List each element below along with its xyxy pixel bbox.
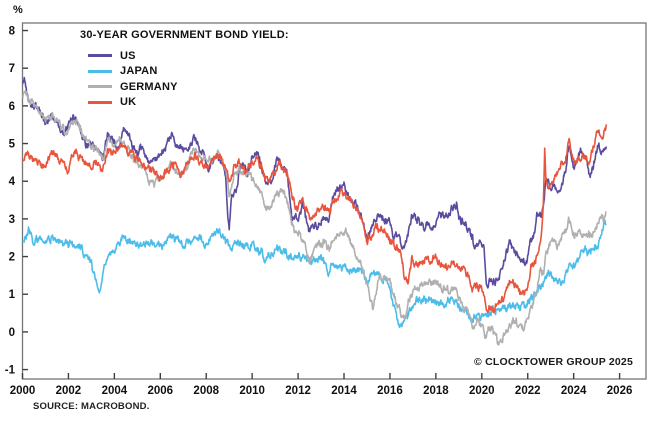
legend-line-swatch-uk-icon <box>88 100 112 104</box>
legend-item-us: US <box>88 48 289 64</box>
x-tick-label: 2026 <box>607 385 633 397</box>
y-tick-label: 6 <box>9 101 15 113</box>
y-tick-label: 8 <box>9 26 16 38</box>
x-tick-label: 2022 <box>515 385 541 397</box>
x-tick-label: 2020 <box>469 385 495 397</box>
x-tick-label: 2000 <box>10 385 36 397</box>
series-line-japan <box>22 219 607 329</box>
source-note: SOURCE: MACROBOND. <box>33 401 150 412</box>
x-tick-label: 2018 <box>423 385 449 397</box>
x-tick-label: 2002 <box>56 385 82 397</box>
x-tick-label: 2004 <box>102 385 128 397</box>
x-tick-label: 2014 <box>331 385 357 397</box>
legend-item-japan: JAPAN <box>88 64 289 80</box>
x-tick-label: 2012 <box>285 385 311 397</box>
y-axis-unit-label: % <box>13 4 23 16</box>
y-tick-label: -1 <box>5 365 16 377</box>
legend-label-japan: JAPAN <box>120 65 158 78</box>
copyright-note: © CLOCKTOWER GROUP 2025 <box>474 356 633 368</box>
legend-label-us: US <box>120 49 136 62</box>
legend-line-swatch-japan-icon <box>88 69 112 73</box>
x-tick-label: 2016 <box>377 385 403 397</box>
y-tick-label: 1 <box>9 289 16 301</box>
chart-title: 30-YEAR GOVERNMENT BOND YIELD: <box>80 29 289 41</box>
legend-items: US JAPAN GERMANY UK <box>88 48 289 110</box>
y-tick-label: 0 <box>9 327 15 339</box>
legend-label-germany: GERMANY <box>120 80 178 93</box>
chart-legend: 30-YEAR GOVERNMENT BOND YIELD: US JAPAN … <box>80 29 289 110</box>
y-tick-label: 2 <box>9 252 15 264</box>
x-tick-label: 2024 <box>561 385 587 397</box>
legend-line-swatch-us-icon <box>88 54 112 58</box>
legend-item-germany: GERMANY <box>88 79 289 95</box>
legend-line-swatch-germany-icon <box>88 85 112 89</box>
y-tick-label: 3 <box>9 214 15 226</box>
y-tick-label: 7 <box>9 63 15 75</box>
series-line-uk <box>22 124 608 314</box>
y-tick-label: 4 <box>9 176 16 188</box>
x-tick-label: 2006 <box>147 385 173 397</box>
y-tick-label: 5 <box>9 139 16 151</box>
legend-label-uk: UK <box>120 96 137 109</box>
x-tick-label: 2008 <box>193 385 219 397</box>
x-tick-label: 2010 <box>239 385 265 397</box>
legend-item-uk: UK <box>88 95 289 111</box>
plot-frame <box>21 22 647 380</box>
series-line-germany <box>22 90 607 346</box>
